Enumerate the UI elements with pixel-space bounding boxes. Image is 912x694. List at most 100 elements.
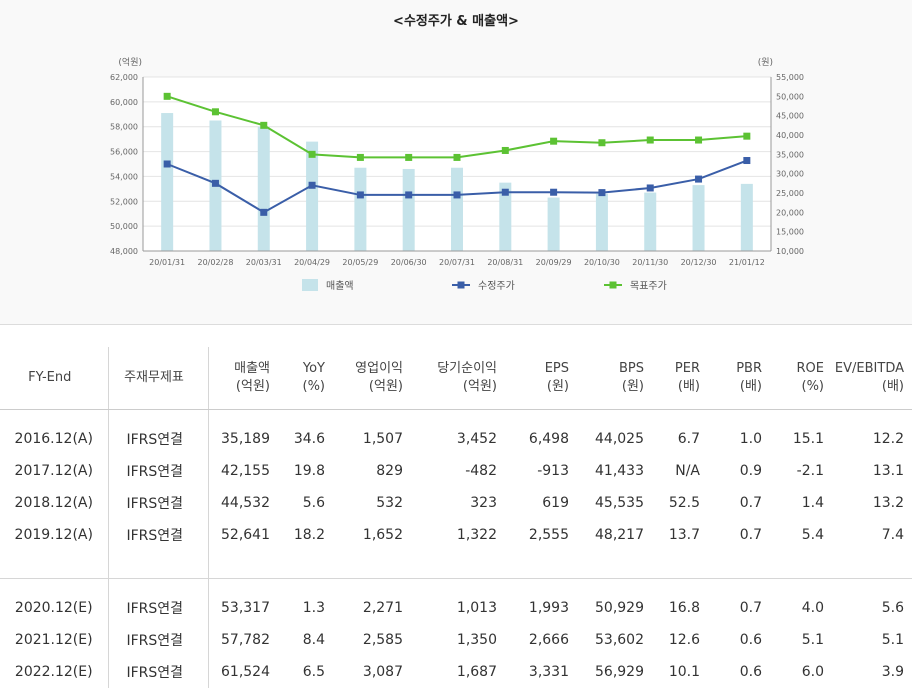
table-cell: 1,993 — [528, 600, 569, 616]
column-header: BPS (원) — [577, 347, 652, 410]
table-cell: IFRS연결 — [108, 487, 209, 519]
target-price-point — [260, 121, 268, 129]
table-cell: 5.6 — [881, 600, 904, 616]
revenue-bar — [499, 182, 512, 251]
x-tick-label: 20/04/29 — [294, 258, 330, 267]
table-cell: 44,025 — [595, 431, 644, 447]
right-tick-label: 35,000 — [776, 150, 804, 159]
x-tick-label: 20/10/30 — [584, 258, 620, 267]
table-row: 2017.12(A) IFRS연결 42,155 19.8 829 -482 -913 41,… — [0, 455, 912, 487]
x-tick-label: 20/01/31 — [149, 258, 185, 267]
table-cell: 1.3 — [302, 600, 325, 616]
table-cell: 1.0 — [739, 431, 762, 447]
adjusted-price-point — [550, 188, 558, 196]
chart-title: <수정주가 & 매출액> — [393, 14, 519, 29]
target-price-point — [743, 132, 751, 140]
x-tick-label: 20/03/31 — [246, 258, 282, 267]
table-cell: 42,155 — [221, 463, 270, 479]
legend-adjusted-price-marker — [457, 281, 465, 289]
table-cell: 2016.12(A) — [0, 423, 109, 455]
target-price-point — [405, 153, 413, 161]
financial-table: FY-End 주재무제표 매출액 (억원) YoY (%) 영업이익 (억원) 당기순이익 (억원… — [0, 347, 912, 688]
column-header-label: 영업이익 — [355, 361, 403, 376]
legend-target-price-label: 목표주가 — [630, 280, 667, 292]
table-cell: 0.7 — [739, 600, 762, 616]
table-cell: 323 — [470, 495, 497, 511]
right-tick-label: 50,000 — [776, 92, 804, 101]
table-cell: 3.9 — [881, 664, 904, 680]
table-cell: 2019.12(A) — [0, 519, 109, 551]
column-header: 영업이익 (억원) — [333, 347, 411, 410]
table-row: 2019.12(A) IFRS연결 52,641 18.2 1,652 1,322 2,55… — [0, 519, 912, 551]
table-cell: 52.5 — [668, 495, 700, 511]
revenue-bar — [306, 141, 319, 251]
legend-target-price-marker — [609, 281, 617, 289]
adjusted-price-point — [501, 188, 509, 196]
table-cell: 2022.12(E) — [0, 656, 109, 688]
table-row: 2022.12(E) IFRS연결 61,524 6.5 3,087 1,687 3,331… — [0, 656, 912, 688]
target-price-point — [550, 137, 558, 145]
row-spacer — [0, 551, 912, 579]
column-header-label: FY-End — [28, 370, 72, 385]
table-cell: 0.7 — [739, 495, 762, 511]
right-tick-label: 55,000 — [776, 73, 804, 82]
column-header: EPS (원) — [505, 347, 577, 410]
adjusted-price-point — [308, 181, 316, 189]
table-cell: 53,602 — [595, 632, 644, 648]
table-cell: 48,217 — [595, 527, 644, 543]
table-row: 2016.12(A) IFRS연결 35,189 34.6 1,507 3,452 6,49… — [0, 423, 912, 455]
table-cell: -482 — [465, 463, 497, 479]
right-tick-label: 45,000 — [776, 112, 804, 121]
target-price-point — [501, 146, 509, 154]
target-price-point — [598, 139, 606, 147]
table-cell: 6.0 — [801, 664, 824, 680]
adjusted-price-point — [453, 191, 461, 199]
table-cell: 1,322 — [456, 527, 497, 543]
combo-chart: 62,000 60,000 58,000 56,000 54,000 52,000 50,0… — [110, 56, 804, 292]
x-tick-label: 20/02/28 — [197, 258, 233, 267]
column-header-label: PBR — [736, 361, 762, 376]
table-cell: 19.8 — [293, 463, 325, 479]
table-cell: IFRS연결 — [108, 519, 209, 551]
x-tick-label: 20/09/29 — [536, 258, 572, 267]
table-cell: IFRS연결 — [108, 423, 209, 455]
table-cell: 3,452 — [456, 431, 497, 447]
table-cell: 5.1 — [801, 632, 824, 648]
table-cell: 6,498 — [528, 431, 569, 447]
revenue-bar — [547, 197, 560, 251]
table-cell: 13.7 — [668, 527, 700, 543]
right-axis-unit: (원) — [758, 57, 773, 68]
table-cell: 34.6 — [293, 431, 325, 447]
revenue-bar — [451, 167, 463, 251]
table-cell: 41,433 — [595, 463, 644, 479]
column-header-label: ROE — [796, 361, 824, 376]
table-cell: 16.8 — [668, 600, 700, 616]
table-cell: 5.1 — [881, 632, 904, 648]
table-cell: IFRS연결 — [108, 624, 209, 656]
table-cell: 0.9 — [739, 463, 762, 479]
table-header: FY-End 주재무제표 매출액 (억원) YoY (%) 영업이익 (억원) 당기순이익 (억원… — [0, 347, 912, 410]
table-cell: 619 — [542, 495, 569, 511]
table-cell: 1,687 — [456, 664, 497, 680]
row-spacer — [0, 578, 912, 592]
table-cell: 35,189 — [221, 431, 270, 447]
chart-panel: 62,000 60,000 58,000 56,000 54,000 52,000 50,0… — [0, 0, 912, 325]
row-spacer — [0, 409, 912, 423]
column-header-label: YoY — [302, 361, 325, 376]
table-cell: 0.6 — [739, 664, 762, 680]
adjusted-price-point — [405, 191, 413, 199]
column-header: 매출액 (억원) — [208, 347, 278, 410]
column-header-label: 당기순이익 — [437, 361, 497, 376]
target-price-point — [646, 136, 654, 144]
table-cell: 3,331 — [528, 664, 569, 680]
left-tick-label: 50,000 — [110, 222, 138, 231]
x-tick-label: 20/08/31 — [487, 258, 523, 267]
revenue-bar — [740, 183, 753, 251]
table-body: 2016.12(A) IFRS연결 35,189 34.6 1,507 3,452 6,49… — [0, 409, 912, 688]
target-price-point — [356, 153, 364, 161]
column-header-label: 매출액 — [234, 361, 270, 376]
table-cell: 56,929 — [595, 664, 644, 680]
table-cell: 45,535 — [595, 495, 644, 511]
table-row: 2021.12(E) IFRS연결 57,782 8.4 2,585 1,350 2,666… — [0, 624, 912, 656]
left-tick-label: 58,000 — [110, 123, 138, 132]
